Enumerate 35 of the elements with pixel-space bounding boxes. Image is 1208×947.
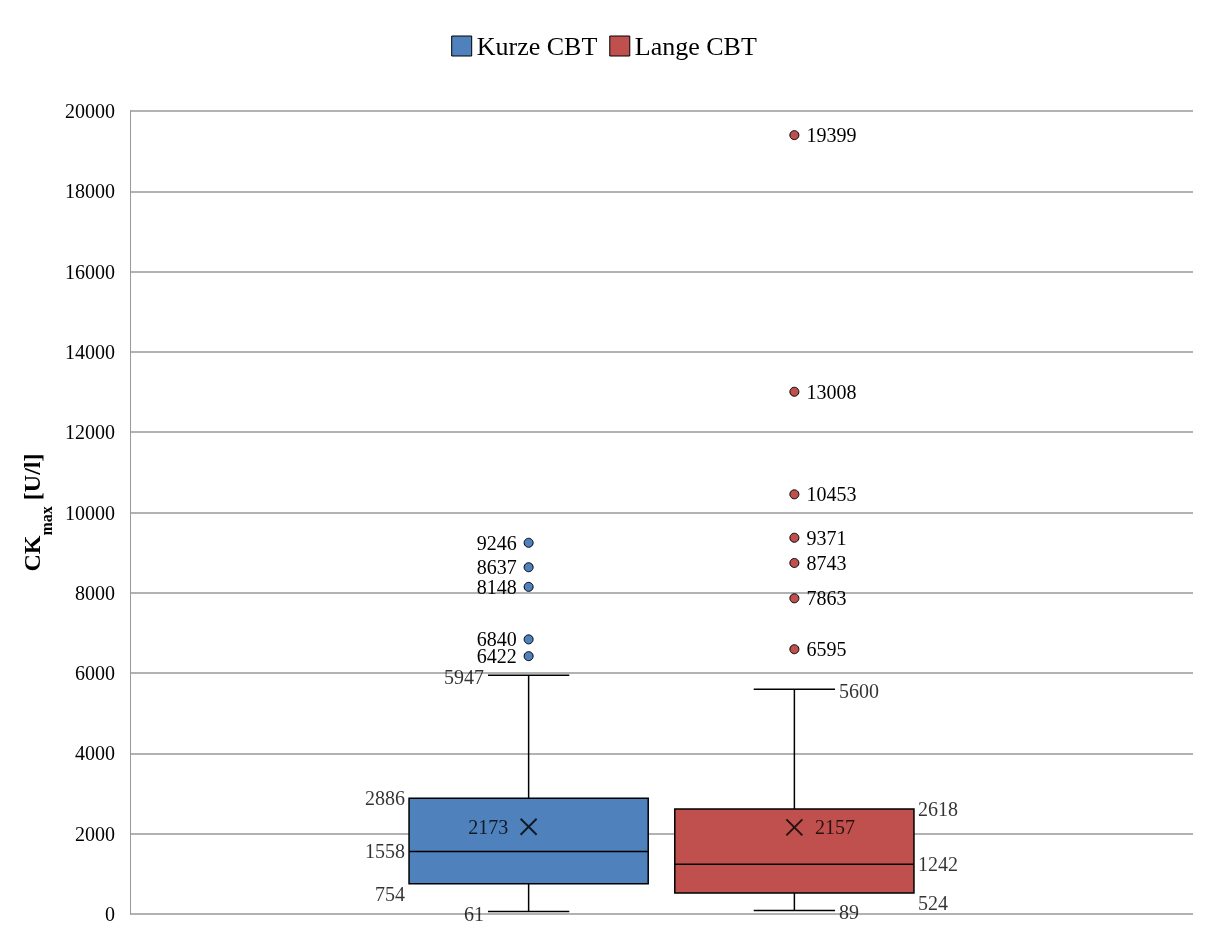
annotation: 13008	[806, 380, 857, 403]
annotation: 9246	[476, 531, 517, 554]
annotation: 524	[917, 891, 948, 914]
annotation: 1558	[365, 840, 406, 863]
annotation: 6595	[806, 638, 847, 661]
annotation: 2618	[917, 797, 958, 820]
annotation: 61	[463, 902, 484, 925]
legend-label: Lange CBT	[634, 31, 757, 61]
annotation: 9371	[806, 526, 847, 549]
y-tick-label: 6000	[75, 662, 115, 685]
annotation: 5600	[839, 680, 880, 703]
annotation: 5947	[443, 666, 484, 689]
annotation: 8743	[806, 551, 847, 574]
annotation: 10453	[806, 483, 857, 506]
y-tick-label: 14000	[65, 340, 115, 363]
annotation: 89	[839, 901, 860, 924]
y-tick-label: 16000	[65, 260, 115, 283]
annotation: 19399	[806, 124, 857, 147]
y-tick-label: 0	[105, 903, 115, 925]
y-tick-label: 2000	[75, 822, 115, 845]
y-tick-label: 20000	[65, 100, 115, 122]
y-tick-label: 12000	[65, 421, 115, 444]
y-tick-label: 18000	[65, 180, 115, 203]
y-axis-title: CKmax [U/l]	[19, 453, 55, 572]
annotation: 2173	[468, 815, 509, 838]
annotation: 7863	[806, 587, 847, 610]
y-tick-label: 10000	[65, 501, 115, 524]
annotation: 2157	[814, 816, 855, 839]
annotation: 1242	[917, 853, 958, 876]
y-tick-label: 8000	[75, 581, 115, 604]
annotation: 754	[375, 882, 406, 905]
y-tick-label: 4000	[75, 742, 115, 765]
legend-label: Kurze CBT	[476, 31, 598, 61]
annotation: 6422	[476, 645, 517, 668]
annotation: 2886	[365, 787, 406, 810]
